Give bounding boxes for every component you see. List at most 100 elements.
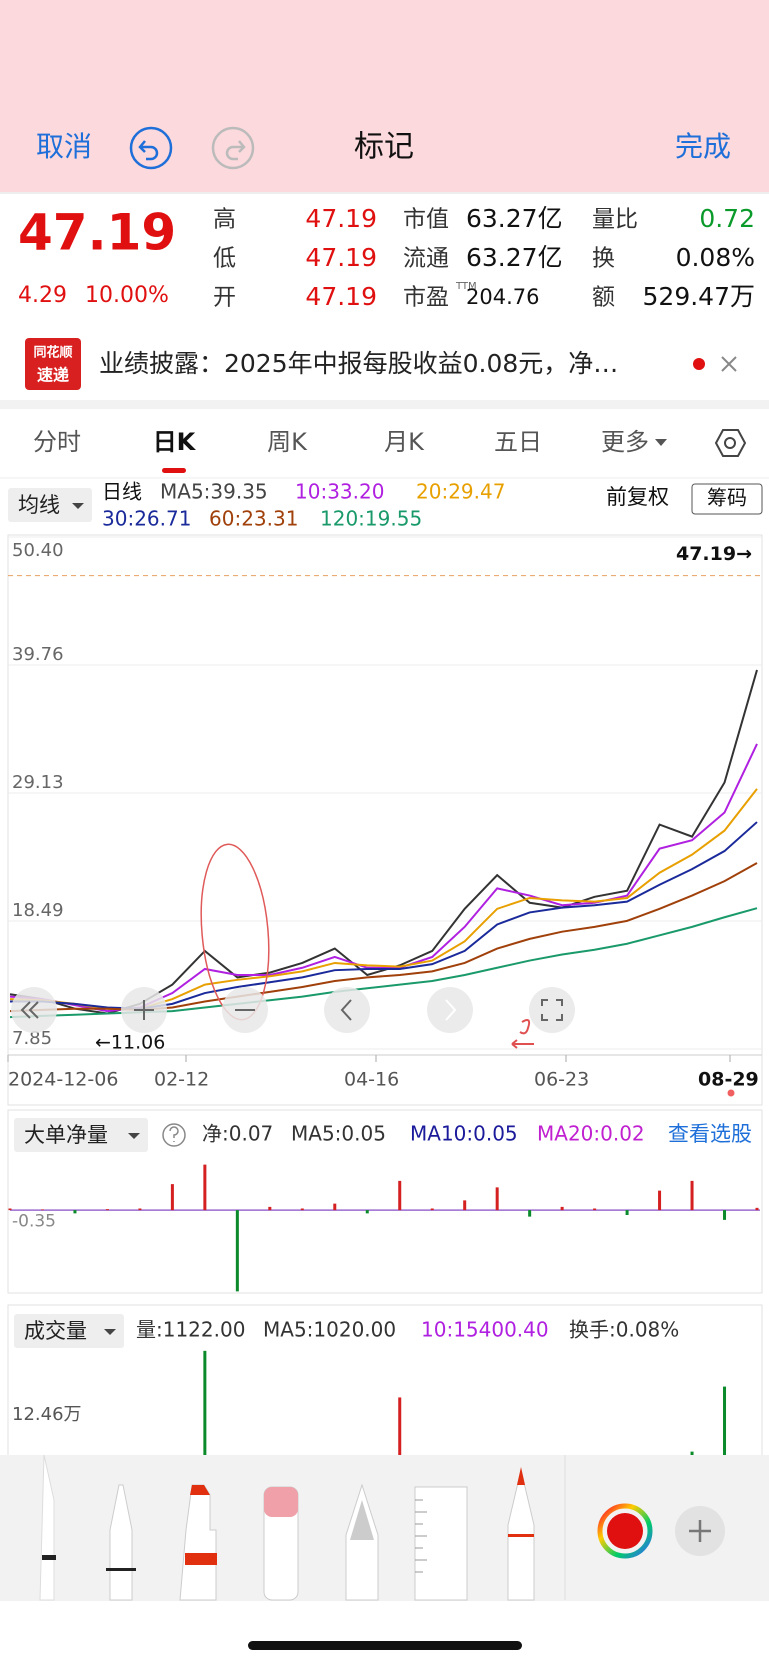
flow-bar — [560, 1206, 564, 1211]
tool-fineliner[interactable] — [109, 1484, 133, 1601]
ma-legend: 30:26.71 — [102, 507, 191, 531]
tab[interactable]: 日K — [153, 428, 197, 456]
news-bar[interactable] — [0, 328, 769, 400]
close-icon[interactable] — [721, 356, 737, 372]
fullscreen-button[interactable] — [529, 987, 575, 1033]
ma-legend: MA5:39.35 — [160, 480, 268, 504]
settings-icon[interactable] — [714, 429, 747, 457]
volume-bar — [203, 1350, 207, 1455]
period: 日线 — [102, 480, 142, 504]
ratio-label: 换 — [592, 246, 615, 272]
x-tick-label: 08-29 — [698, 1069, 759, 1091]
y-tick-label: 50.40 — [12, 540, 64, 561]
stat-label: 开 — [213, 285, 236, 311]
indicator-select[interactable] — [14, 1314, 124, 1348]
ratio-label: 额 — [592, 285, 615, 311]
low-label: ←11.06 — [95, 1032, 165, 1054]
market-label: 流通 — [403, 246, 449, 272]
x-tick-label: 06-23 — [534, 1069, 589, 1091]
cancel-button[interactable]: 取消 — [36, 130, 92, 163]
stat-value: 47.19 — [305, 243, 377, 272]
tool-ruler[interactable] — [414, 1486, 468, 1601]
volume-bar — [398, 1397, 402, 1455]
y-tick-label: 39.76 — [12, 644, 64, 665]
chip-label: 筹码 — [707, 486, 747, 510]
tab[interactable]: 分时 — [33, 428, 81, 456]
volume-legend: 10:15400.40 — [421, 1318, 549, 1342]
icon — [20, 1001, 39, 1019]
flow-legend: 净:0.07 — [202, 1122, 273, 1146]
volume-bar — [723, 1386, 727, 1455]
flow-bar — [463, 1200, 467, 1211]
flow-bar — [8, 1208, 12, 1211]
flow-bar — [40, 1209, 44, 1211]
chip-button[interactable] — [691, 483, 763, 515]
help-icon[interactable] — [162, 1123, 186, 1147]
tab[interactable]: 五日 — [494, 428, 542, 456]
flow-bar — [365, 1210, 369, 1214]
flow-bar — [755, 1207, 759, 1211]
flow-bar — [333, 1203, 337, 1211]
ma-line — [10, 821, 758, 1010]
y-tick-label: -0.35 — [12, 1212, 56, 1232]
redo-button[interactable] — [211, 126, 255, 170]
volume-legend: 换手:0.08% — [569, 1318, 679, 1342]
x-tick-label: 02-12 — [154, 1069, 209, 1091]
tab[interactable]: 更多 — [601, 428, 649, 456]
tool-tip — [350, 1500, 374, 1540]
ratio-value: 529.47万 — [643, 282, 755, 311]
flow-bar — [300, 1208, 304, 1211]
market-sup: TTM — [455, 281, 477, 292]
y-tick-label: 7.85 — [12, 1028, 52, 1049]
icon — [445, 999, 457, 1021]
flow-bar — [690, 1180, 694, 1211]
screen-link[interactable]: 查看选股 — [668, 1122, 752, 1146]
market-label: 市盈 — [403, 285, 449, 311]
prev-button[interactable] — [324, 987, 370, 1033]
nav-bg — [0, 0, 769, 192]
icon — [541, 999, 563, 1021]
tool-band — [508, 1534, 534, 1537]
market-value: 204.76 — [466, 285, 539, 309]
flow-bar — [398, 1180, 402, 1211]
icon — [340, 999, 352, 1021]
color-picker[interactable] — [597, 1503, 653, 1559]
flow-legend: MA5:0.05 — [291, 1122, 386, 1146]
logo-text: 同花顺 — [33, 345, 72, 361]
flow-bar — [105, 1209, 109, 1211]
market-value: 63.27亿 — [466, 204, 563, 233]
net-flow-chart: 净:0.07 MA5:0.05 MA10:0.05 MA20:0.02 -0.35 — [8, 1122, 760, 1292]
done-button[interactable]: 完成 — [675, 130, 731, 163]
flow-bar — [593, 1208, 597, 1211]
tool-pen[interactable] — [39, 1454, 55, 1601]
flow-bar — [203, 1164, 207, 1211]
ratio-value: 0.08% — [676, 243, 755, 272]
indicator-select[interactable] — [14, 1118, 148, 1152]
next-button[interactable] — [427, 987, 473, 1033]
news-logo — [25, 338, 81, 390]
adjust[interactable]: 前复权 — [606, 485, 669, 509]
flow-bar — [73, 1210, 77, 1214]
y-tick-label: 29.13 — [12, 772, 64, 793]
home-indicator — [248, 1641, 522, 1650]
price-chart: MA5:39.35 10:33.20 20:29.47 30:26.71 60:23.3… — [7, 480, 762, 1097]
x-tick-label: 04-16 — [344, 1069, 399, 1091]
tab[interactable]: 周K — [267, 428, 308, 456]
tab-indicator — [162, 468, 186, 473]
change: 4.29 — [18, 283, 67, 308]
ma-line — [9, 907, 758, 1019]
tool-pencil[interactable] — [345, 1483, 379, 1601]
flow-bar — [268, 1206, 272, 1211]
dropdown-arrow — [72, 503, 84, 509]
market-label: 市值 — [403, 207, 449, 233]
flow-bar — [138, 1208, 142, 1211]
indicator-name: 大单净量 — [24, 1123, 108, 1147]
undo-button[interactable] — [129, 126, 173, 170]
market-value: 63.27亿 — [466, 243, 563, 272]
indicator-select[interactable] — [8, 488, 92, 522]
tab[interactable]: 月K — [384, 428, 425, 456]
scroll-left-button[interactable] — [11, 987, 57, 1033]
icon — [134, 1000, 154, 1020]
tool-band — [106, 1568, 136, 1571]
